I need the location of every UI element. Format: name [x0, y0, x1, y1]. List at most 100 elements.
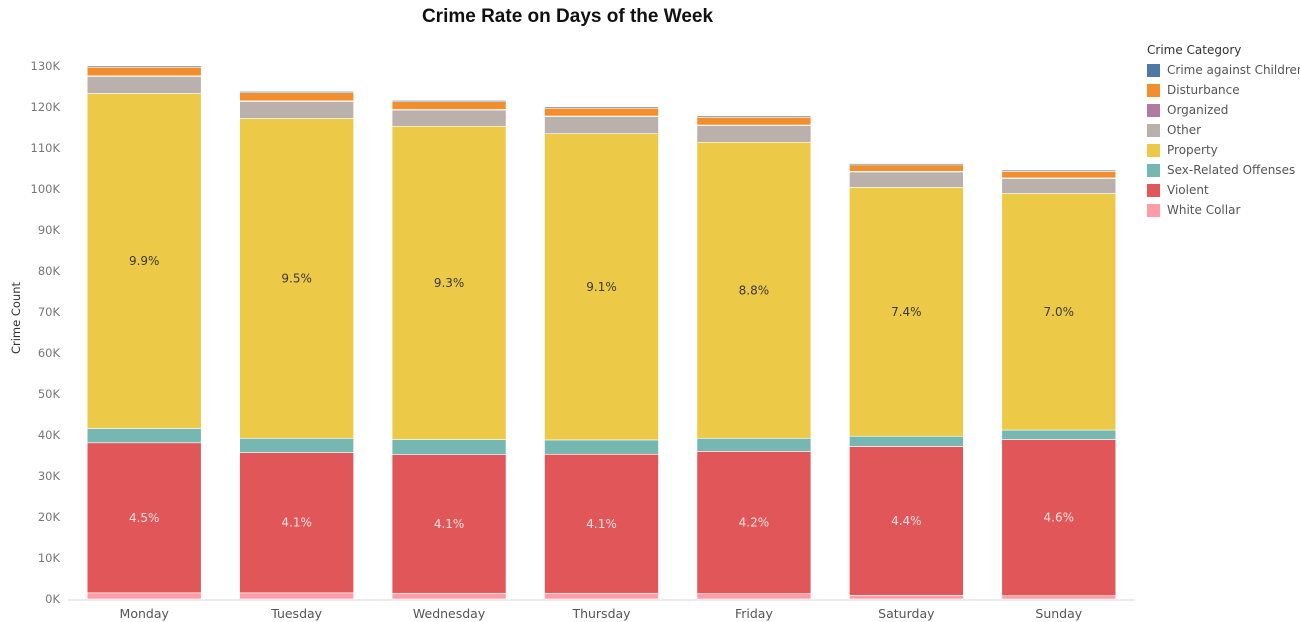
legend-label: Other [1167, 123, 1202, 137]
bar-segment-sex-related-offenses [239, 437, 354, 453]
y-tick-label: 110K [31, 141, 61, 155]
bar-segment-property [239, 118, 354, 439]
y-tick-label: 50K [38, 387, 61, 401]
bar-segment-disturbance [544, 107, 659, 117]
bar-segment-other [696, 125, 812, 143]
bar-segment-crime-against-children [544, 106, 659, 109]
bar-segment-violent [239, 452, 354, 594]
legend-label: White Collar [1167, 203, 1241, 217]
legend-swatch [1147, 143, 1160, 157]
legend-swatch [1147, 163, 1160, 177]
legend: Crime Category Crime against Children Dis… [1147, 43, 1300, 220]
data-label-violent: 4.5% [129, 511, 160, 525]
y-tick-label: 60K [38, 346, 61, 360]
data-label-violent: 4.2% [739, 516, 770, 530]
y-tick-label: 70K [38, 305, 61, 319]
bar-segment-violent [544, 453, 659, 594]
y-tick-label: 80K [38, 264, 61, 278]
x-tick-label: Tuesday [270, 606, 322, 621]
data-label-property: 9.3% [434, 276, 465, 290]
bar-segment-crime-against-children [391, 100, 507, 102]
y-tick-label: 10K [38, 551, 61, 565]
bar-segment-sex-related-offenses [696, 437, 812, 452]
bar-segment-violent [1001, 439, 1117, 597]
data-label-violent: 4.1% [586, 517, 617, 531]
bar-segment-sex-related-offenses [86, 428, 202, 444]
y-tick-label: 100K [31, 182, 61, 196]
x-tick-label: Monday [120, 606, 170, 621]
bar-segment-sex-related-offenses [849, 435, 964, 447]
bar-segment-violent [849, 446, 964, 596]
bar-segment-violent [696, 451, 812, 594]
bar-segment-sex-related-offenses [391, 439, 507, 455]
legend-title: Crime Category [1147, 43, 1242, 57]
x-tick-label: Saturday [878, 606, 935, 621]
legend-item[interactable]: White Collar [1147, 200, 1300, 220]
legend-item[interactable]: Sex-Related Offenses [1147, 160, 1300, 180]
y-axis-title: Crime Count [9, 281, 23, 354]
y-tick-label: 30K [38, 469, 61, 483]
bar-segment-property [849, 187, 964, 437]
bar-segment-property [86, 93, 202, 429]
legend-item[interactable]: Disturbance [1147, 80, 1300, 100]
bar-segment-white-collar [391, 592, 507, 600]
y-tick-label: 90K [38, 223, 61, 237]
legend-swatch [1147, 83, 1160, 97]
bar-segment-disturbance [86, 66, 202, 77]
legend-item[interactable]: Property [1147, 140, 1300, 160]
chart-plot-area: Crime Count 0K 10K 20K 30K 40K 50K 60K 70K 80K 90K… [9, 59, 1135, 621]
data-label-property: 9.9% [129, 254, 160, 268]
data-label-violent: 4.6% [1044, 511, 1075, 525]
bar-segment-other [1001, 178, 1117, 194]
legend-swatch [1147, 203, 1160, 217]
bar-segment-sex-related-offenses [1001, 429, 1117, 440]
legend-item[interactable]: Other [1147, 120, 1300, 140]
x-tick-label: Thursday [571, 606, 631, 621]
legend-label: Organized [1167, 103, 1229, 117]
legend-label: Sex-Related Offenses [1167, 163, 1296, 177]
bar-segment-white-collar [849, 595, 964, 600]
bar-segment-other [391, 109, 507, 127]
data-label-property: 9.5% [281, 271, 312, 285]
bar-segment-violent [86, 442, 202, 594]
legend-swatch [1147, 63, 1160, 77]
x-tick-label: Sunday [1035, 606, 1082, 621]
bar-segment-disturbance [1001, 171, 1117, 179]
bar-segment-crime-against-children [849, 163, 964, 166]
bar-segment-sex-related-offenses [544, 439, 659, 455]
data-label-property: 7.4% [891, 305, 922, 319]
bar-segment-disturbance [696, 116, 812, 126]
legend-item[interactable]: Crime against Children [1147, 60, 1300, 80]
bar-segment-other [544, 116, 659, 134]
bar-segment-white-collar [86, 592, 202, 600]
bar-segment-other [849, 171, 964, 188]
bar-segment-disturbance [391, 101, 507, 110]
y-tick-label: 40K [38, 428, 61, 442]
bar-segment-other [86, 75, 202, 94]
legend-item[interactable]: Organized [1147, 100, 1300, 120]
bar-segment-property [544, 133, 659, 441]
data-label-violent: 4.1% [281, 516, 312, 530]
legend-label: Crime against Children [1167, 63, 1300, 77]
chart-title: Crime Rate on Days of the Week [421, 6, 714, 27]
legend-label: Property [1167, 143, 1218, 157]
bar-segment-white-collar [544, 592, 659, 600]
legend-swatch [1147, 123, 1160, 137]
legend-label: Disturbance [1167, 83, 1240, 97]
bar-segment-crime-against-children [239, 91, 354, 93]
data-label-property: 8.8% [739, 283, 770, 297]
legend-items: Crime against Children Disturbance Organiz… [1147, 60, 1300, 220]
bar-segment-other [239, 100, 354, 119]
y-tick-label: 130K [31, 59, 61, 73]
bar-segment-property [696, 141, 812, 439]
y-tick-label: 120K [31, 100, 61, 114]
bar-segment-crime-against-children [696, 115, 812, 118]
bar-segment-white-collar [239, 592, 354, 600]
bar-segment-white-collar [696, 593, 812, 600]
y-tick-label: 20K [38, 510, 61, 524]
legend-swatch [1147, 183, 1160, 197]
legend-item[interactable]: Violent [1147, 180, 1300, 200]
bar-segment-property [1001, 193, 1117, 431]
data-label-property: 9.1% [586, 280, 617, 294]
bar-segment-white-collar [1001, 595, 1117, 600]
